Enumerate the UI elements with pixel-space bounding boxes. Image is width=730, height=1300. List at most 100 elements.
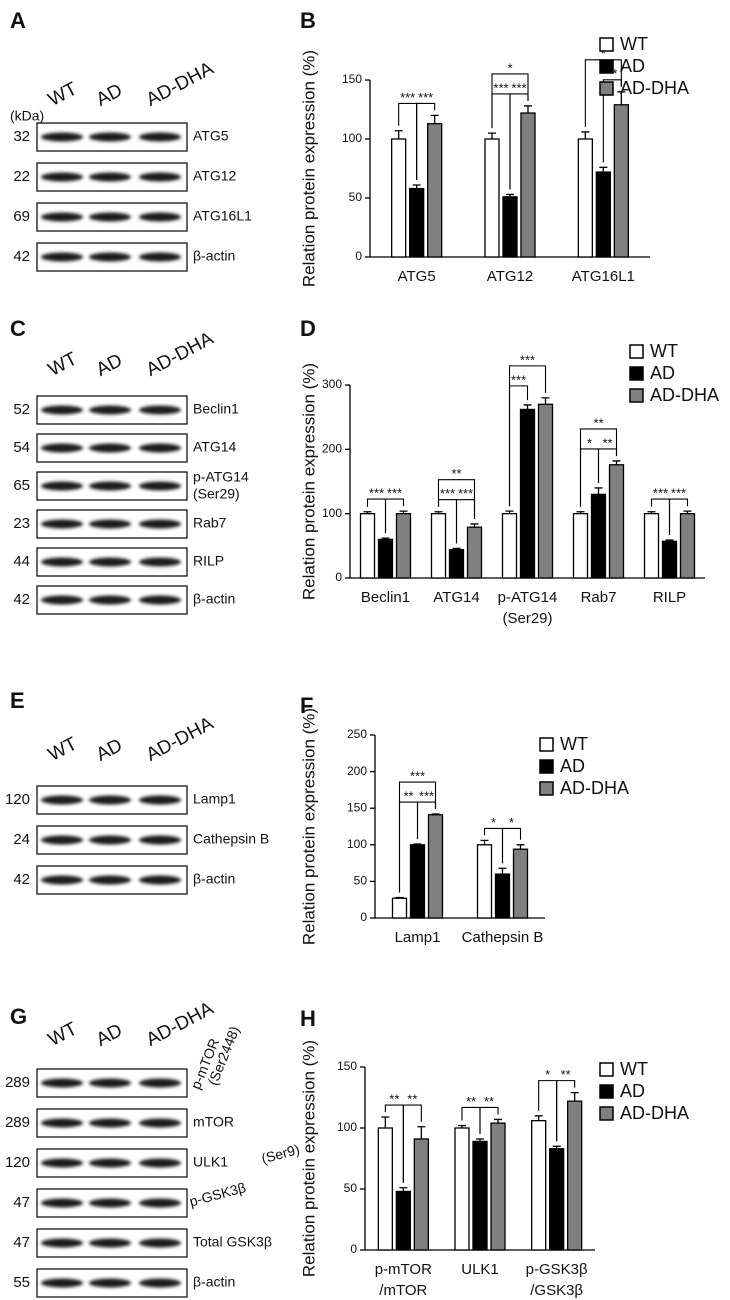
error-bar [516,844,525,850]
band [139,252,181,262]
significance-label: *** [458,486,473,501]
y-tick-label: 100 [347,837,367,851]
significance-label: *** [369,486,384,501]
significance-bracket [556,1080,576,1142]
band [89,1158,131,1168]
x-tick-label: Lamp1 [395,929,441,946]
y-tick-label: 150 [347,800,367,814]
band [89,443,131,453]
legend-label: AD [620,1081,645,1101]
kda-label: 47 [13,1234,30,1251]
bar [549,1148,565,1251]
significance-bracket [579,428,618,507]
protein-label: β-actin [193,248,235,264]
band [139,1158,181,1168]
band [41,557,83,567]
bar [409,844,426,919]
legend-swatch [629,366,644,381]
kda-label: 54 [13,439,30,456]
error-bar [381,1116,390,1128]
band [41,132,83,142]
error-bar [498,867,507,875]
error-bar [430,114,439,124]
bar [520,112,536,258]
kda-label: 52 [13,401,30,418]
significance-label: * [507,60,512,75]
kda-label: 65 [13,477,30,494]
legend-swatch [539,759,554,774]
y-tick-label: 0 [360,910,367,924]
bar [661,540,678,579]
panel-letter: D [300,316,316,341]
bar [490,1122,506,1251]
legend-label: AD [620,56,645,76]
bar [643,513,660,579]
legend-swatch [599,37,614,52]
significance-label: *** [387,486,402,501]
band [139,1278,181,1288]
x-tick-label: p-GSK3β [526,1261,588,1278]
kda-label: 32 [13,128,30,145]
band [89,405,131,415]
y-tick-label: 50 [354,874,368,888]
significance-label: ** [466,1094,476,1109]
band [89,1118,131,1128]
x-tick-label: Rab7 [581,589,617,606]
bar [590,493,607,579]
band [139,132,181,142]
significance-label: * [509,815,514,830]
band [41,595,83,605]
significance-label: *** [440,486,455,501]
bar [409,187,425,258]
band [89,835,131,845]
protein-label: Total GSK3β [193,1234,272,1250]
band [139,1238,181,1248]
bar [427,123,443,258]
error-bar [417,1126,426,1139]
band [41,405,83,415]
band [41,443,83,453]
legend-swatch [599,81,614,96]
significance-label: ** [593,415,603,430]
bar [466,526,483,579]
y-tick-label: 100 [342,131,362,145]
significance-label: * [545,1067,550,1082]
protein-label: ATG5 [193,128,229,144]
significance-bracket [508,365,547,507]
band [41,1118,83,1128]
significance-label: ** [407,1091,417,1106]
bar [377,1127,393,1251]
band [41,1158,83,1168]
y-axis-label: Relation protein expression (%) [299,1040,318,1277]
band [139,595,181,605]
x-tick-label: ATG5 [398,268,436,285]
bar [608,464,625,579]
band [139,1118,181,1128]
legend-label: AD-DHA [560,778,629,798]
bar [476,844,493,919]
legend-swatch [539,737,554,752]
y-tick-label: 0 [335,570,342,584]
kda-label: 44 [13,553,30,570]
y-tick-label: 200 [322,442,342,456]
error-bar [599,166,608,173]
error-bar [534,1115,543,1121]
band [41,252,83,262]
x-tick-label: ATG14 [433,589,479,606]
significance-label: * [587,435,592,450]
x-tick-label: p-ATG14 [498,589,558,606]
kda-label: 289 [5,1074,30,1091]
bar [395,1190,411,1251]
band [41,795,83,805]
band [139,212,181,222]
legend-label: AD-DHA [650,385,719,405]
y-tick-label: 50 [344,1181,358,1195]
protein-label: ATG12 [193,168,237,184]
y-tick-label: 100 [322,506,342,520]
significance-bracket [437,479,476,519]
significance-label: *** [653,486,668,501]
bar [395,513,412,579]
legend-label: AD [560,756,585,776]
